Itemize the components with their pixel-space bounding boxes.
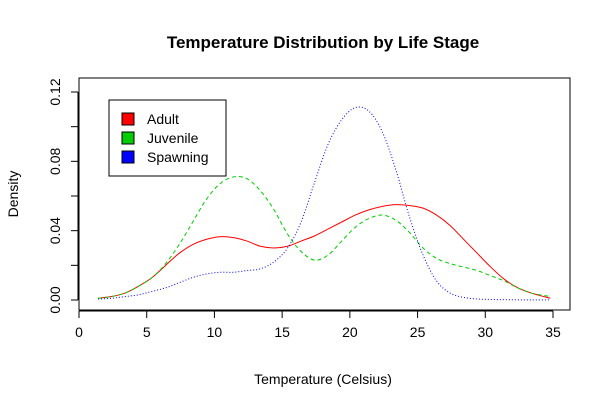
x-tick-label: 15 <box>274 324 290 340</box>
y-axis-title: Density <box>5 171 21 218</box>
x-tick-label: 20 <box>342 324 358 340</box>
series-line-juvenile <box>97 175 551 299</box>
legend-swatch-adult <box>121 112 135 126</box>
y-tick-label: 0.04 <box>47 217 63 244</box>
y-tick-label: 0.12 <box>47 78 63 105</box>
legend-label-juvenile: Juvenile <box>147 130 199 146</box>
x-tick-label: 25 <box>410 324 426 340</box>
y-tick-label: 0.08 <box>47 147 63 174</box>
legend-label-spawning: Spawning <box>147 149 209 165</box>
legend-swatch-juvenile <box>121 131 135 145</box>
series-line-adult <box>97 204 551 299</box>
x-tick-label: 10 <box>207 324 223 340</box>
y-axis: 0.00 0.04 0.08 0.12 <box>47 78 79 314</box>
x-axis-title: Temperature (Celsius) <box>254 371 392 387</box>
x-tick-label: 0 <box>75 324 83 340</box>
legend: Adult Juvenile Spawning <box>108 99 227 177</box>
x-tick-label: 30 <box>477 324 493 340</box>
plot-frame <box>78 77 571 311</box>
series-layer <box>97 106 551 301</box>
y-tick-label: 0.00 <box>47 286 63 313</box>
legend-label-adult: Adult <box>147 111 179 127</box>
x-tick-label: 5 <box>143 324 151 340</box>
legend-box <box>108 99 227 177</box>
x-tick-label: 35 <box>545 324 561 340</box>
chart-title: Temperature Distribution by Life Stage <box>167 33 479 52</box>
series-line-spawning <box>97 106 551 301</box>
x-axis: 0 5 10 15 20 25 30 35 <box>75 310 561 340</box>
legend-swatch-spawning <box>121 150 135 164</box>
